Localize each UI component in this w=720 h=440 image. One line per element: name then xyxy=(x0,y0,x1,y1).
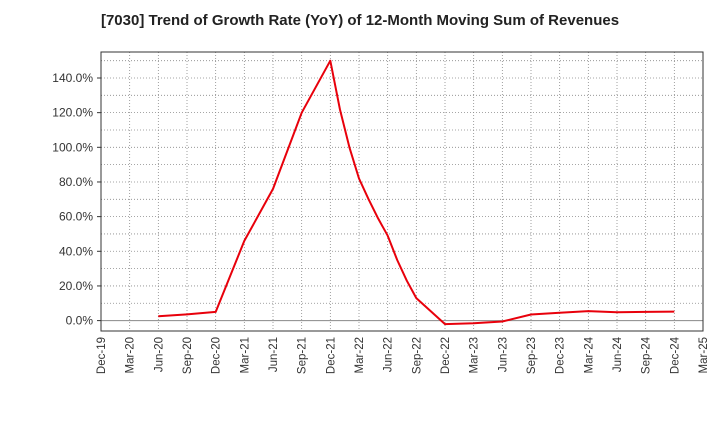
x-tick-label: Sep-23 xyxy=(526,337,538,374)
x-tick-label: Mar-24 xyxy=(583,336,595,373)
x-tick-label: Dec-23 xyxy=(555,337,567,374)
y-tick-label: 120.0% xyxy=(52,106,93,120)
chart-title: [7030] Trend of Growth Rate (YoY) of 12-… xyxy=(100,12,620,29)
y-tick-label: 100.0% xyxy=(52,140,93,154)
x-tick-label: Jun-20 xyxy=(153,337,165,372)
x-tick-label: Mar-23 xyxy=(469,337,481,373)
x-tick-label: Mar-22 xyxy=(354,337,366,373)
y-tick-label: 20.0% xyxy=(59,279,93,293)
x-tick-label: Dec-20 xyxy=(211,337,223,374)
x-tick-label: Jun-22 xyxy=(383,337,395,372)
x-tick-label: Sep-24 xyxy=(641,336,653,374)
x-tick-label: Sep-20 xyxy=(182,337,194,374)
x-tick-label: Mar-25 xyxy=(698,337,710,373)
x-tick-label: Mar-21 xyxy=(239,337,251,373)
y-tick-label: 80.0% xyxy=(59,175,93,189)
x-tick-label: Dec-21 xyxy=(325,337,337,374)
plot-area xyxy=(101,52,703,331)
x-tick-label: Sep-21 xyxy=(297,337,309,374)
y-tick-label: 60.0% xyxy=(59,210,93,224)
y-tick-label: 40.0% xyxy=(59,244,93,258)
x-tick-label: Jun-24 xyxy=(612,336,624,372)
x-tick-label: Dec-19 xyxy=(96,337,108,374)
x-tick-label: Sep-22 xyxy=(411,337,423,374)
x-tick-label: Dec-22 xyxy=(440,337,452,374)
y-tick-label: 140.0% xyxy=(52,71,93,85)
x-tick-label: Jun-21 xyxy=(268,337,280,372)
y-tick-label: 0.0% xyxy=(66,314,94,328)
plot-frame xyxy=(100,51,704,332)
x-tick-label: Jun-23 xyxy=(497,337,509,372)
x-tick-label: Dec-24 xyxy=(669,336,681,374)
x-tick-label: Mar-20 xyxy=(125,337,137,373)
